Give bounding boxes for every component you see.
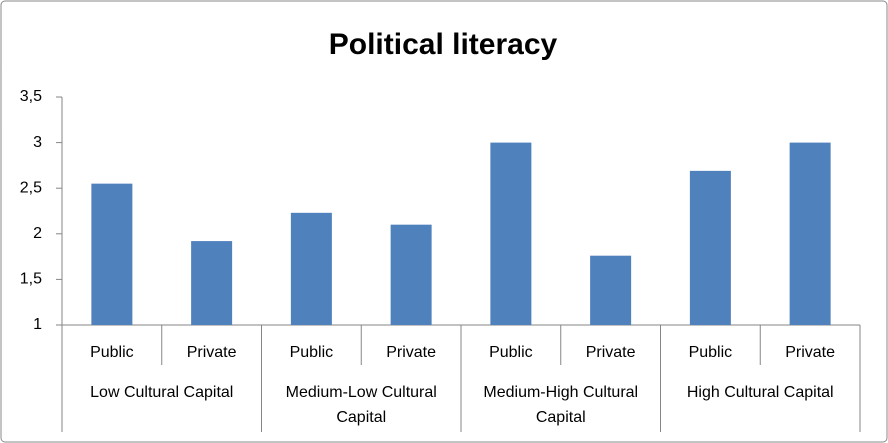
x-tick-label: Public [90, 344, 134, 361]
bar [290, 212, 332, 325]
y-tick-label: 1,5 [20, 271, 42, 288]
x-tick-label: Private [586, 344, 636, 361]
y-tick-label: 2 [33, 225, 42, 242]
group-label: Medium-High Cultural Capital [483, 384, 639, 426]
x-tick-label: Public [290, 344, 334, 361]
bar [91, 183, 133, 325]
y-tick-label: 2,5 [20, 179, 42, 196]
x-tick-label: Private [785, 344, 835, 361]
x-tick-label: Public [689, 344, 733, 361]
y-tick-label: 3,5 [20, 88, 42, 105]
bar [689, 170, 731, 325]
y-tick-label: 1 [33, 316, 42, 333]
bar [490, 142, 532, 325]
x-tick-label: Private [187, 344, 237, 361]
group-label: High Cultural Capital [686, 384, 834, 401]
group-label: Medium-Low Cultural Capital [285, 384, 437, 426]
bar [590, 255, 632, 325]
y-tick-label: 3 [33, 134, 42, 151]
chart-title: Political literacy [329, 28, 558, 61]
x-tick-label: Private [386, 344, 436, 361]
bar [191, 241, 233, 325]
bar [789, 142, 831, 325]
x-tick-label: Public [489, 344, 533, 361]
group-label: Low Cultural Capital [90, 384, 234, 401]
bar [390, 224, 432, 325]
